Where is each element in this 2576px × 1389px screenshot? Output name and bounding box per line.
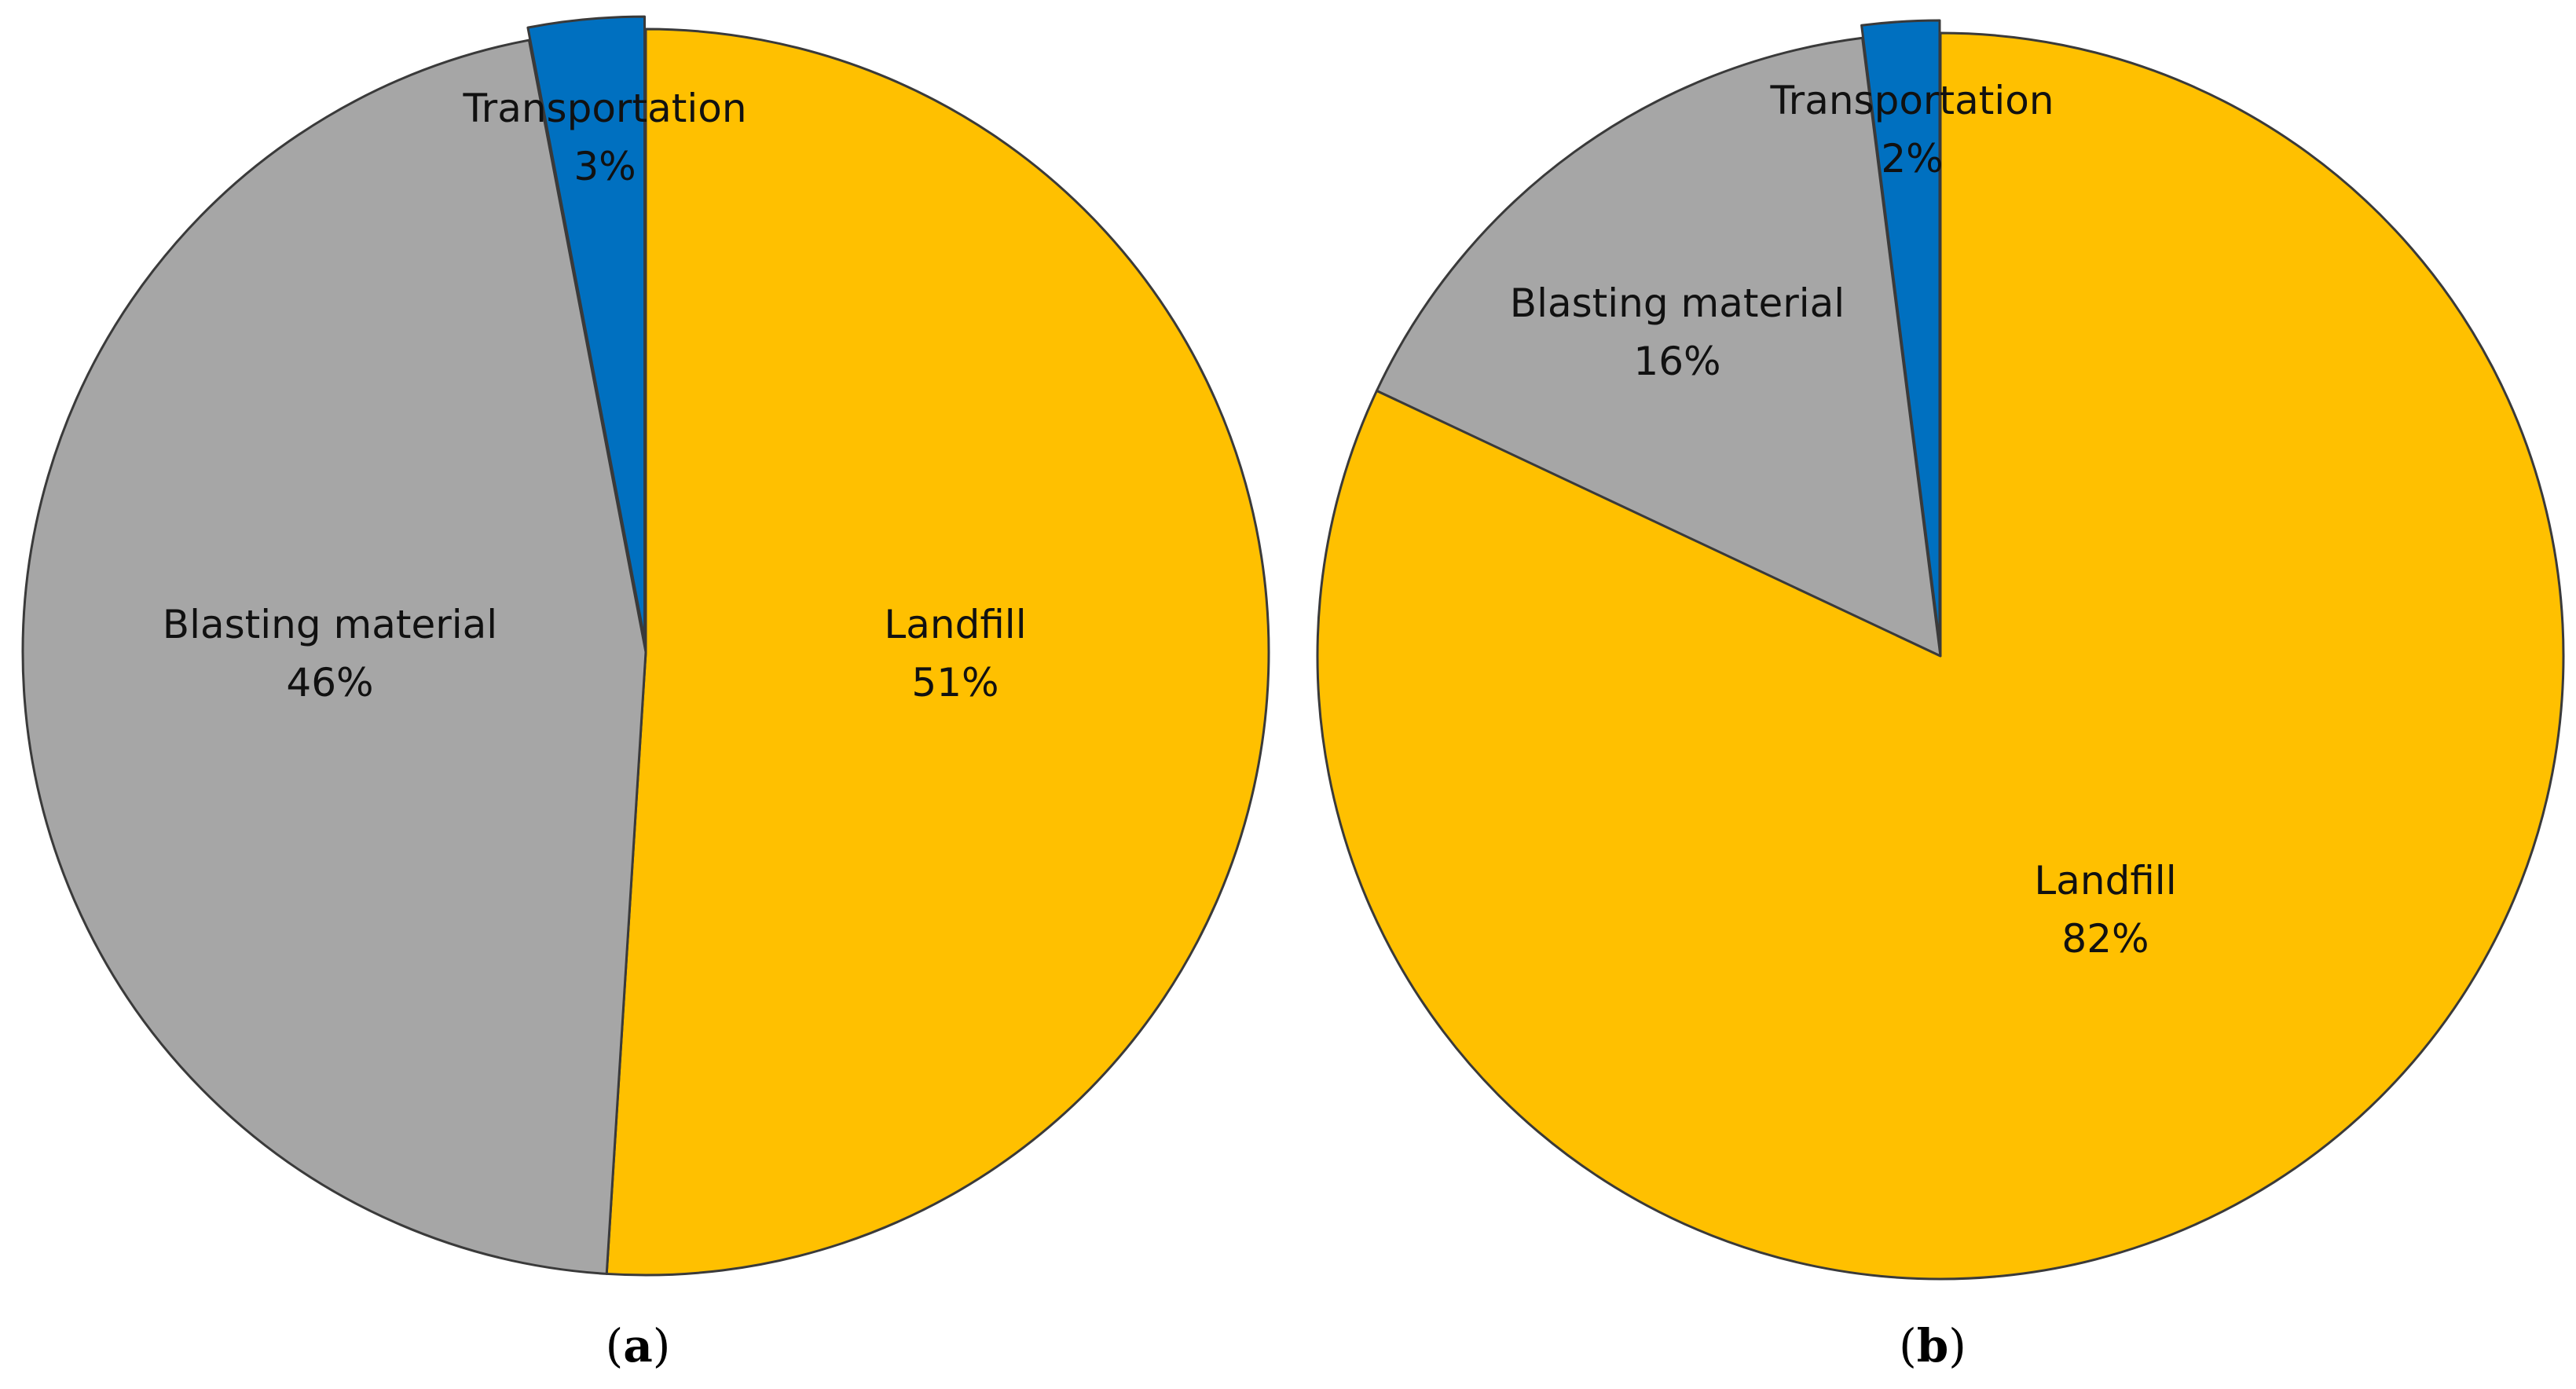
slice-label-transportation: Transportation 2%	[1769, 78, 2054, 181]
slice-blasting-material	[1375, 36, 1942, 658]
slice-label-blasting-material: Blasting material 46%	[163, 602, 497, 705]
slice-value-landfill: 51%	[911, 660, 999, 705]
slice-name-transportation: Transportation	[462, 86, 746, 131]
panel-label-b: (b)	[1899, 1319, 1966, 1373]
slice-transportation	[526, 15, 646, 641]
slice-value-blasting-material: 16%	[1633, 339, 1720, 384]
slice-label-landfill: Landfill 51%	[884, 602, 1026, 705]
panel-label-a: (a)	[606, 1319, 671, 1373]
slice-name-blasting-material: Blasting material	[163, 602, 497, 647]
pie-chart-a: Landfill 51% Blasting material 46% Transport…	[21, 15, 1270, 1277]
slice-name-blasting-material: Blasting material	[1510, 280, 1845, 326]
slice-label-blasting-material: Blasting material 16%	[1510, 280, 1845, 384]
slice-name-landfill: Landfill	[2034, 858, 2176, 903]
slice-value-transportation: 2%	[1881, 136, 1943, 181]
slice-value-blasting-material: 46%	[286, 660, 373, 705]
pie-chart-b: Landfill 82% Blasting material 16% Transport…	[1316, 19, 2565, 1281]
slice-name-transportation: Transportation	[1769, 78, 2054, 123]
slice-label-transportation: Transportation 3%	[462, 86, 746, 189]
slice-landfill	[1316, 31, 2565, 1281]
slice-label-landfill: Landfill 82%	[2034, 858, 2176, 962]
slice-value-landfill: 82%	[2061, 916, 2149, 962]
slice-landfill	[605, 27, 1270, 1277]
slice-transportation	[1860, 19, 1941, 645]
slice-value-transportation: 3%	[573, 144, 636, 189]
slice-blasting-material	[21, 38, 647, 1275]
slice-name-landfill: Landfill	[884, 602, 1026, 647]
